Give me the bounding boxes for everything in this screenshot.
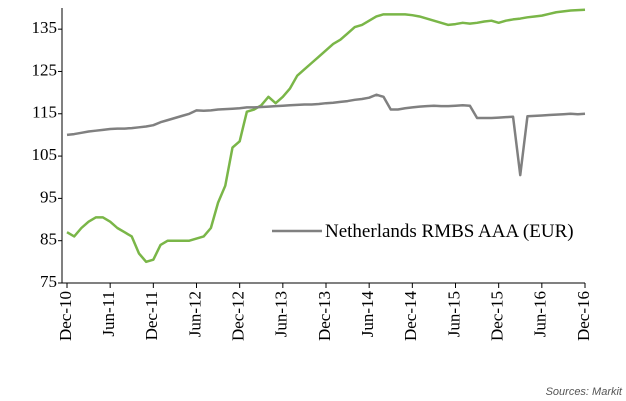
x-tick-label: Dec-11 (142, 291, 161, 340)
x-tick-label: Jun-13 (272, 291, 291, 337)
y-tick-label: 75 (40, 272, 57, 291)
x-tick-label: Jun-14 (358, 291, 377, 338)
legend-label: Netherlands RMBS AAA (EUR) (325, 221, 574, 242)
y-tick-label: 105 (32, 145, 58, 164)
y-tick-label: 135 (32, 18, 58, 37)
x-tick-label: Dec-15 (488, 291, 507, 341)
series-line (66, 93, 586, 177)
x-tick-label: Jun-16 (531, 291, 550, 337)
source: Sources: Markit (546, 386, 623, 398)
x-tick-label: Dec-14 (401, 291, 420, 342)
x-tick-label: Dec-12 (229, 291, 248, 341)
series-line (66, 8, 586, 264)
x-tick-label: Dec-13 (315, 291, 334, 341)
x-tick-label: Jun-12 (185, 291, 204, 337)
y-tick-label: 95 (40, 187, 57, 206)
x-tick-label: Jun-11 (99, 291, 118, 337)
x-tick-label: Dec-16 (574, 291, 593, 341)
y-tick-label: 85 (40, 230, 57, 249)
y-tick-label: 115 (32, 103, 57, 122)
x-tick-label: Dec-10 (56, 291, 75, 341)
y-tick-label: 125 (32, 60, 58, 79)
x-tick-label: Jun-15 (444, 291, 463, 337)
